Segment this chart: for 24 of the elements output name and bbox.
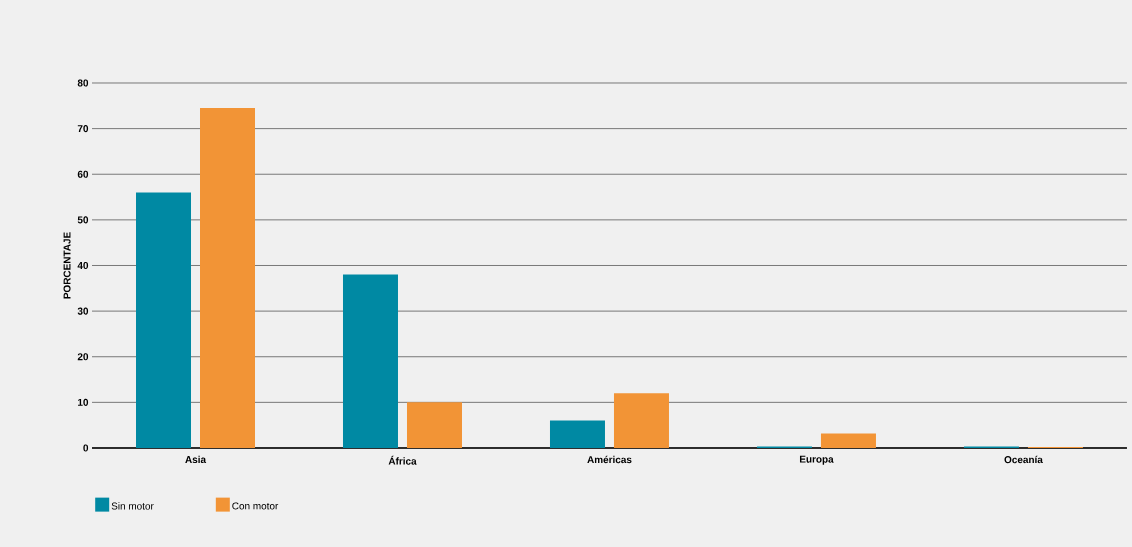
y-tick-label: 30 <box>77 307 89 315</box>
y-tick-label: 70 <box>77 125 89 133</box>
y-axis-title: PORCENTAJE <box>63 232 71 299</box>
legend-label: Sin motor <box>111 502 154 510</box>
bar <box>820 433 876 448</box>
x-tick-label: Asia <box>185 455 207 464</box>
bar <box>406 402 462 448</box>
y-tick-label: 50 <box>77 216 89 224</box>
legend-label: Con motor <box>232 502 279 510</box>
bar <box>200 108 255 448</box>
y-tick-label: 80 <box>77 79 89 87</box>
y-tick-label: 40 <box>77 261 89 270</box>
bar <box>136 192 191 448</box>
x-tick-label: Europa <box>799 455 834 465</box>
x-tick-label: Oceanía <box>1004 455 1043 464</box>
bar <box>549 420 605 448</box>
x-tick-label: Américas <box>587 455 632 464</box>
y-tick-label: 60 <box>77 170 89 178</box>
y-tick-label: 20 <box>77 353 89 361</box>
bar <box>342 274 398 448</box>
y-tick-label: 10 <box>78 398 89 406</box>
x-tick-label: África <box>388 455 417 465</box>
bar <box>613 393 669 448</box>
y-tick-label: 0 <box>83 444 89 452</box>
